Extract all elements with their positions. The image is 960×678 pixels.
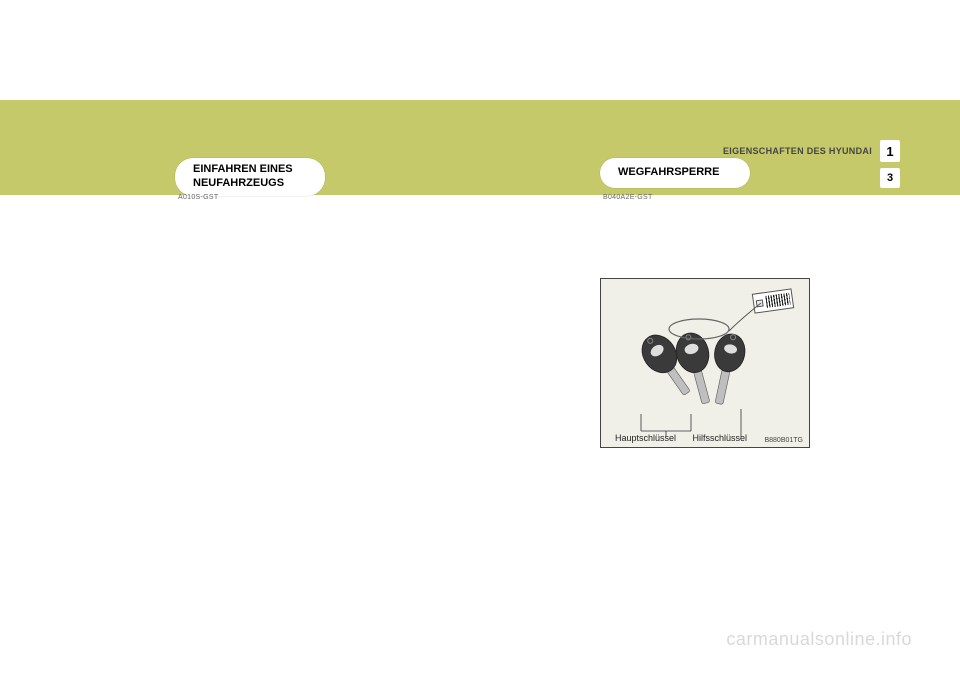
figure-code: B880B01TG	[764, 437, 803, 444]
header-right: EIGENSCHAFTEN DES HYUNDAI 1	[723, 140, 900, 162]
label-hauptschluessel: Hauptschlüssel	[615, 433, 676, 443]
pill-left-line1: EINFAHREN EINES	[193, 163, 293, 175]
label-hilfsschluessel: Hilfsschlüssel	[692, 433, 747, 443]
section-heading-wegfahrsperre: WEGFAHRSPERRE	[600, 158, 750, 188]
pill-right-line1: WEGFAHRSPERRE	[618, 166, 719, 178]
keys-illustration	[601, 279, 809, 447]
section-heading-einfahren: EINFAHREN EINES NEUFAHRZEUGS	[175, 158, 325, 196]
code-right: B040A2E-GST	[603, 194, 653, 201]
pill-left-line2: NEUFAHRZEUGS	[193, 177, 284, 189]
chapter-number: 1	[880, 140, 900, 162]
code-left: A010S-GST	[178, 194, 218, 201]
page-number: 3	[880, 168, 900, 188]
header-caption: EIGENSCHAFTEN DES HYUNDAI	[723, 146, 872, 156]
watermark: carmanualsonline.info	[726, 629, 912, 650]
key-figure: Hauptschlüssel Hilfsschlüssel B880B01TG	[600, 278, 810, 448]
